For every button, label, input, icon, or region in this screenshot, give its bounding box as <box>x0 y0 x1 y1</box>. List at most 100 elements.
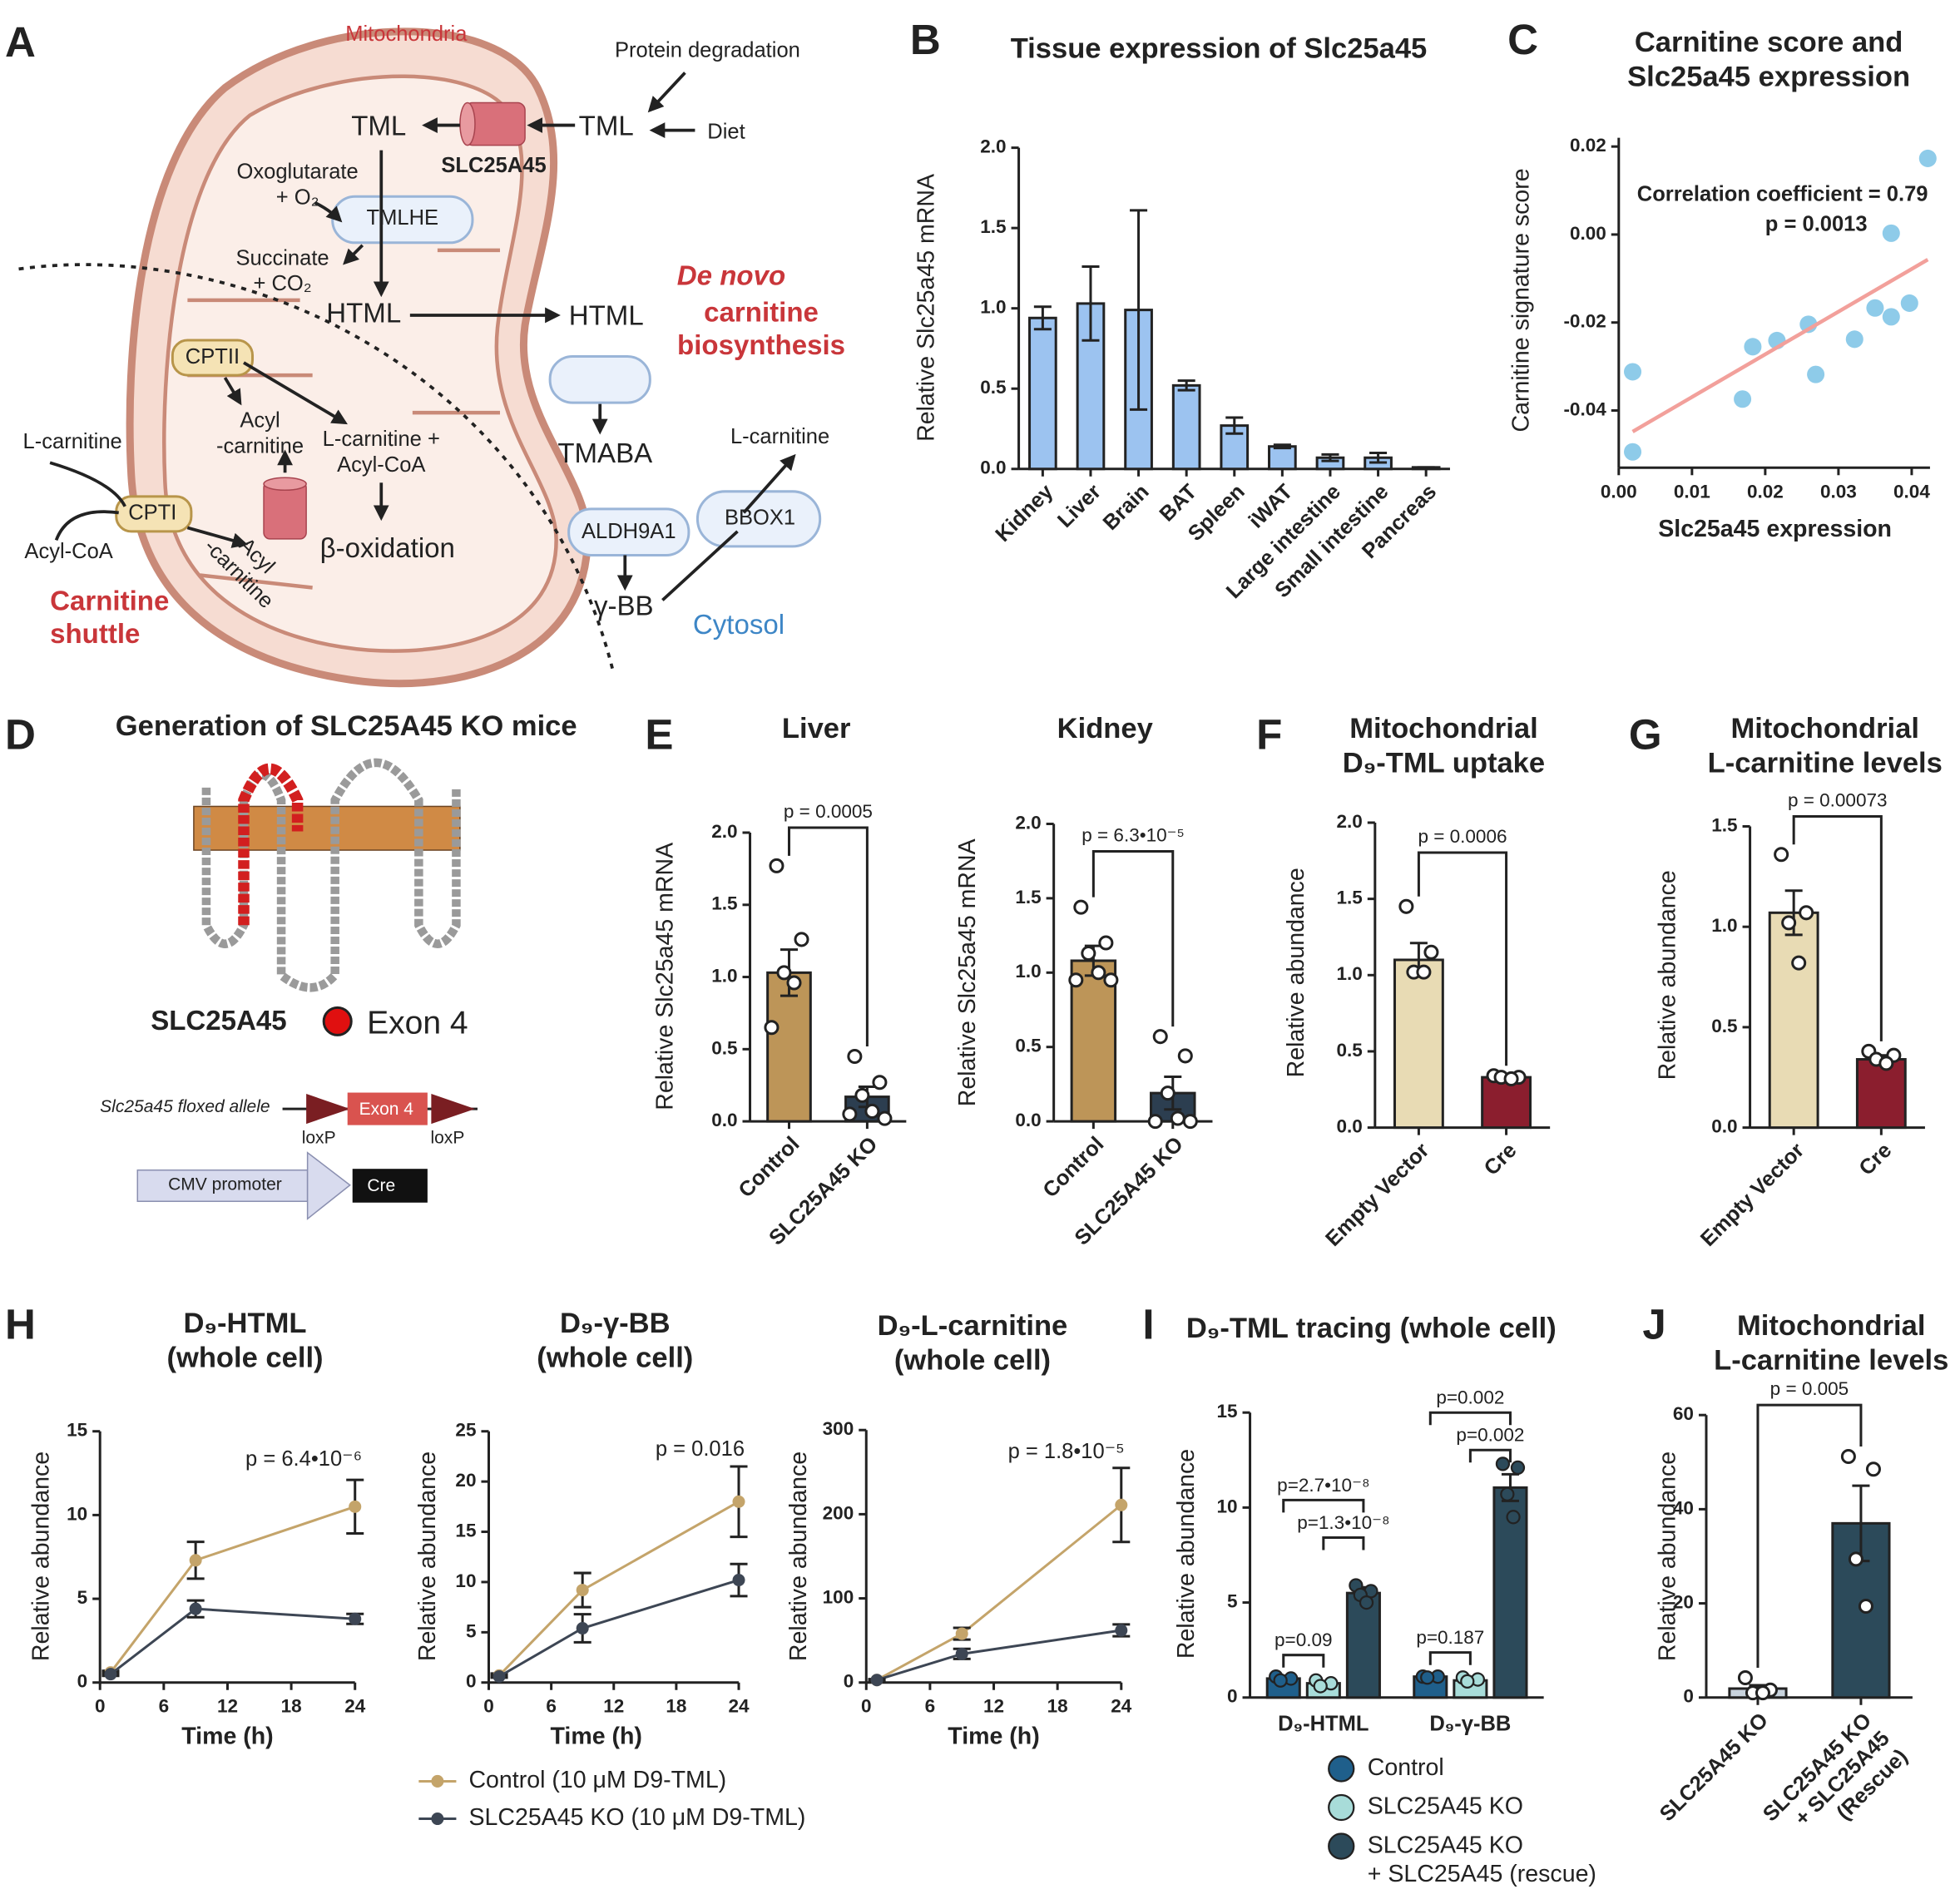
data-point <box>1918 149 1937 167</box>
chart-title: Mitochondrial D₉-TML uptake <box>1343 713 1545 779</box>
x-tick-label: 0.04 <box>1893 481 1930 502</box>
x-tick-label: 24 <box>344 1696 366 1717</box>
x-tick-label: 0 <box>861 1696 872 1717</box>
x-tick-label: 6 <box>546 1696 557 1717</box>
y-tick-label: 0.02 <box>1570 135 1606 156</box>
p-value: p=0.002 <box>1456 1425 1524 1446</box>
x-tick-label: 18 <box>281 1696 302 1717</box>
x-tick-label: 12 <box>983 1696 1004 1717</box>
y-axis-label: Relative abundance <box>1654 1451 1680 1661</box>
diagram-label: TML <box>351 111 406 141</box>
data-point <box>1423 944 1439 960</box>
p-value: p=0.002 <box>1436 1387 1504 1408</box>
y-tick-label: 2.0 <box>711 821 737 842</box>
data-point <box>732 1574 745 1587</box>
data-point <box>1840 1448 1856 1465</box>
significance-bracket <box>1428 1411 1512 1426</box>
x-tick-label: D₉-γ-BB <box>1429 1713 1511 1736</box>
data-point <box>1152 1029 1168 1045</box>
x-tick-label: 6 <box>925 1696 936 1717</box>
data-point <box>1624 363 1642 381</box>
text-line: L-carnitine + <box>323 428 440 451</box>
y-axis-label: Relative abundance <box>28 1451 55 1661</box>
data-point <box>955 1647 968 1660</box>
diagram-label: Carnitine shuttle <box>50 586 169 650</box>
y-tick-label: 200 <box>823 1502 854 1523</box>
x-axis-label: Time (h) <box>181 1723 273 1749</box>
legend-label: SLC25A45 KO + SLC25A45 (rescue) <box>1368 1832 1596 1887</box>
bar <box>1768 911 1819 1130</box>
error-bar <box>1273 443 1291 450</box>
text-line: Acyl-CoA <box>337 453 425 477</box>
significance-bracket <box>787 826 869 1046</box>
error-bar <box>1033 305 1052 331</box>
data-point <box>1091 965 1106 981</box>
data-point <box>764 1020 780 1036</box>
data-point <box>1845 330 1863 349</box>
text-line: Acyl <box>240 408 280 432</box>
data-point <box>1147 1114 1163 1130</box>
text-line: D₉-γ-BB <box>560 1308 671 1339</box>
data-point <box>1500 1486 1515 1502</box>
chart-title: Carnitine score and Slc25a45 expression <box>1627 27 1910 92</box>
text-line: + O₂ <box>276 185 319 209</box>
data-point <box>1398 898 1414 914</box>
text-line: Carnitine score and <box>1635 27 1903 58</box>
x-tick-label: 24 <box>1111 1696 1132 1717</box>
diagram-label: CMV promoter <box>168 1175 282 1194</box>
x-tick-label: 0 <box>95 1696 106 1717</box>
panel-label: A <box>5 18 36 66</box>
x-tick-label: 12 <box>603 1696 624 1717</box>
diagram-label: HTML <box>569 301 644 332</box>
data-point <box>1744 338 1762 356</box>
panel-label: I <box>1142 1301 1154 1348</box>
data-point <box>1848 1551 1863 1567</box>
data-point <box>1460 1674 1475 1689</box>
text-line: Slc25a45 expression <box>1627 61 1910 92</box>
exon4-marker <box>322 1006 353 1036</box>
data-point <box>576 1584 589 1597</box>
data-point <box>1866 299 1884 317</box>
text-line: L-carnitine levels <box>1714 1345 1948 1377</box>
y-axis-label: Relative abundance <box>1283 868 1309 1077</box>
x-axis-label: Slc25a45 expression <box>1658 516 1892 542</box>
diagram-label: L-carnitine <box>23 430 122 453</box>
p-value: p = 0.0006 <box>1418 826 1507 847</box>
diagram-label: L-carnitine + Acyl-CoA <box>323 428 440 477</box>
chart-title: Mitochondrial L-carnitine levels <box>1714 1310 1948 1376</box>
legend-marker <box>1328 1793 1355 1822</box>
y-tick-label: 5 <box>466 1620 477 1641</box>
y-axis-label: Relative abundance <box>414 1451 441 1661</box>
diagram-label: SLC25A45 <box>441 154 546 177</box>
diagram-label: BBOX1 <box>725 507 795 530</box>
diagram-label: loxP <box>430 1129 464 1148</box>
shuttle-curve <box>49 461 126 542</box>
y-tick-label: 1.0 <box>1711 915 1737 936</box>
diagram-label: SLC25A45 <box>151 1006 286 1036</box>
data-point <box>847 1048 863 1065</box>
data-point <box>104 1668 117 1681</box>
p-value: p = 0.00073 <box>1788 789 1888 810</box>
diagram-label: Cytosol <box>693 610 784 640</box>
diagram-label: Acyl-carnitine <box>216 408 304 457</box>
x-tick-label: 12 <box>217 1696 238 1717</box>
y-tick-label: 1.0 <box>1015 961 1041 982</box>
text-line: (whole cell) <box>537 1343 693 1374</box>
series-line <box>109 1505 356 1674</box>
x-tick-label: 0 <box>483 1696 494 1717</box>
y-axis-label: Relative abundance <box>785 1451 812 1661</box>
significance-bracket <box>1282 1498 1365 1513</box>
x-tick-label: Control <box>1038 1132 1108 1202</box>
x-tick-label: 0.00 <box>1601 481 1637 502</box>
y-tick-label: 15 <box>1216 1401 1237 1422</box>
y-tick-label: 60 <box>1673 1403 1694 1424</box>
y-tick-label: 0.5 <box>980 377 1006 398</box>
p-value: p=1.3•10⁻⁸ <box>1297 1512 1389 1533</box>
y-tick-label: 1.5 <box>711 893 737 914</box>
transporter-end <box>263 477 307 492</box>
diagram-label: Slc25a45 floxed allele <box>100 1097 270 1116</box>
x-tick-label: Brain <box>1099 480 1154 535</box>
chart-title: D₉-γ-BB (whole cell) <box>537 1308 693 1373</box>
x-tick-label: Kidney <box>991 479 1058 546</box>
p-value: p = 0.016 <box>656 1437 745 1461</box>
